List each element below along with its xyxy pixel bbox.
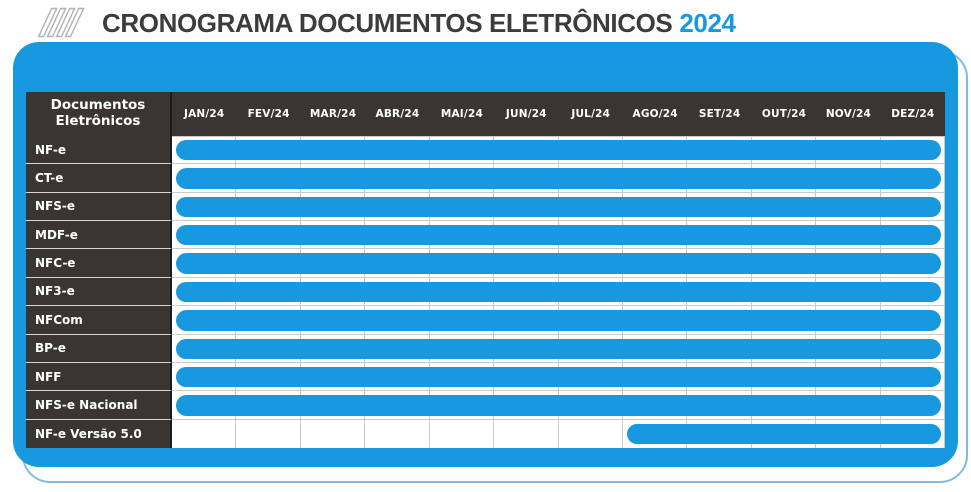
grid-cell: [365, 419, 430, 448]
row-label: NFS-e Nacional: [26, 391, 172, 420]
row-label: NF3-e: [26, 277, 172, 307]
gantt-bar: [176, 281, 941, 303]
table-row: NF-e Versão 5.0: [26, 419, 946, 448]
month-header: ABR/24: [375, 108, 420, 120]
row-timeline: [172, 334, 946, 363]
row-timeline: [172, 136, 946, 165]
table-row: BP-e: [26, 334, 946, 363]
row-timeline: [172, 192, 946, 222]
gantt-bar: [176, 366, 941, 388]
month-header-row: JAN/24 FEV/24 MAR/24 ABR/24 MAI/24 JUN/24 JUL/…: [172, 92, 945, 136]
month-header: NOV/24: [825, 108, 872, 120]
month-header: OUT/24: [761, 108, 807, 120]
month-header: DEZ/24: [891, 108, 935, 120]
table-row: NFS-e Nacional: [26, 391, 946, 420]
page-title: CRONOGRAMA DOCUMENTOS ELETRÔNICOS 2024: [102, 8, 736, 39]
row-label: NF-e: [26, 136, 172, 165]
month-header: AGO/24: [632, 108, 678, 120]
gantt-bar: [626, 423, 941, 444]
grid-cell: [880, 391, 946, 420]
grid-cell: [880, 362, 946, 392]
row-label: NF-e Versão 5.0: [26, 419, 172, 448]
table-header-row: Documentos Eletrônicos JAN/24 FEV/24 MAR/2…: [26, 92, 945, 136]
month-header: SET/24: [698, 108, 741, 120]
table-row: NFCom: [26, 306, 946, 335]
gantt-bar: [176, 225, 941, 246]
row-label: NFC-e: [26, 249, 172, 278]
row-timeline: [172, 391, 946, 420]
grid-cell: [880, 306, 946, 335]
row-timeline: [172, 419, 946, 448]
month-header: MAR/24: [309, 108, 357, 120]
gantt-bar: [176, 253, 941, 274]
grid-cell: [880, 249, 946, 278]
corner-header: Documentos Eletrônicos: [26, 92, 172, 136]
row-timeline: [172, 362, 946, 392]
month-header: JUN/24: [505, 108, 547, 120]
gantt-bar: [176, 338, 941, 359]
grid-cell: [880, 136, 946, 165]
grid-cell: [880, 221, 946, 250]
page-header: CRONOGRAMA DOCUMENTOS ELETRÔNICOS 2024: [38, 2, 736, 44]
table-row: CT-e: [26, 164, 946, 193]
grid-cell: [559, 419, 623, 448]
grid-cell: [880, 164, 946, 193]
row-label: MDF-e: [26, 221, 172, 250]
grid-cell: [301, 419, 366, 448]
table-row: NFC-e: [26, 249, 946, 278]
grid-cell: [236, 419, 301, 448]
row-timeline: [172, 277, 946, 307]
page-title-text: CRONOGRAMA DOCUMENTOS ELETRÔNICOS: [102, 7, 673, 38]
row-label: NFCom: [26, 306, 172, 335]
gantt-bar: [176, 310, 941, 331]
row-timeline: [172, 164, 946, 193]
table-row: MDF-e: [26, 221, 946, 250]
grid-cell: [172, 419, 237, 448]
gantt-bar: [176, 168, 941, 189]
row-timeline: [172, 249, 946, 278]
page-title-year: 2024: [679, 7, 736, 38]
table-row: NFF: [26, 362, 946, 392]
grid-cell: [881, 419, 946, 448]
grid-cell: [430, 419, 495, 448]
gantt-bar: [176, 140, 941, 161]
grid-cell: [880, 277, 946, 307]
row-timeline: [172, 306, 946, 335]
grid-cell: [494, 419, 559, 448]
table-row: NF-e: [26, 136, 946, 165]
month-header: JAN/24: [183, 108, 225, 120]
month-header: FEV/24: [247, 108, 290, 120]
row-timeline: [172, 221, 946, 250]
row-label: NFS-e: [26, 192, 172, 222]
row-label: NFF: [26, 362, 172, 392]
grid-cell: [880, 334, 946, 363]
schedule-rows: NF-e CT-e NFS-e MDF-e NFC-e NF3-e NFCom BP-e NFF…: [26, 136, 946, 448]
table-row: NF3-e: [26, 277, 946, 307]
row-label: BP-e: [26, 334, 172, 363]
hatch-stripes-icon: [38, 7, 85, 38]
gantt-bar: [176, 196, 941, 218]
month-header: MAI/24: [440, 108, 483, 120]
table-row: NFS-e: [26, 192, 946, 222]
month-header: JUL/24: [571, 108, 611, 120]
grid-cell: [880, 192, 946, 222]
gantt-bar: [176, 395, 941, 416]
schedule-table: Documentos Eletrônicos JAN/24 FEV/24 MAR/2…: [26, 92, 946, 448]
row-label: CT-e: [26, 164, 172, 193]
